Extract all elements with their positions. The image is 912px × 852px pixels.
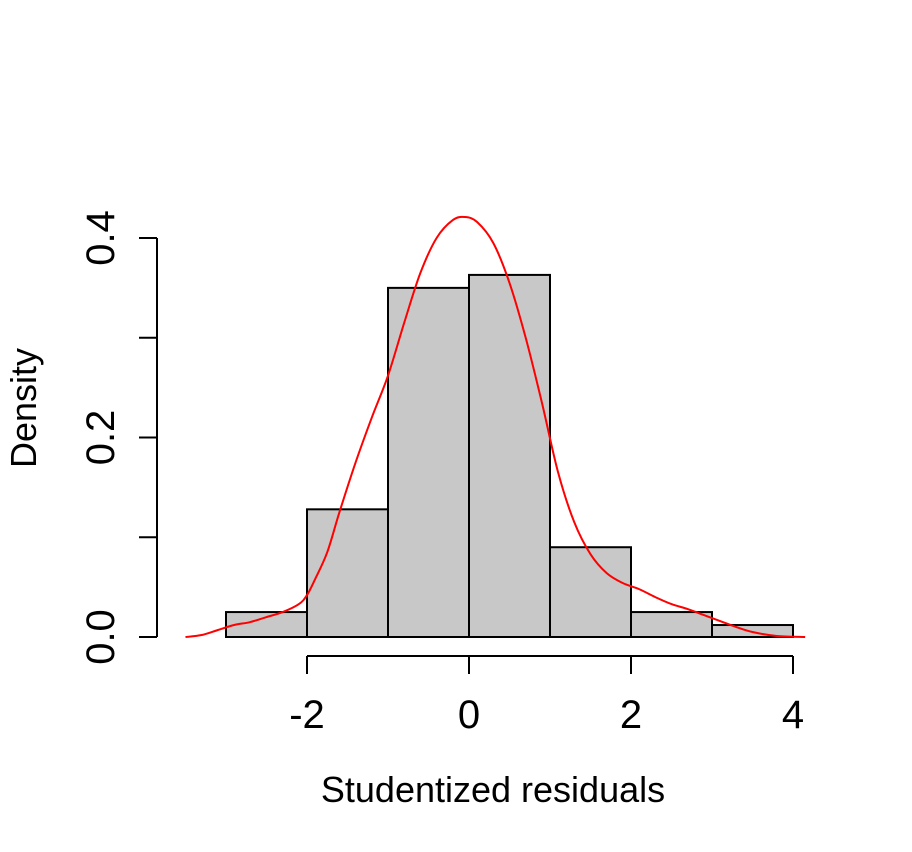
x-axis-title: Studentized residuals [321,769,665,810]
x-tick-label-3: 4 [782,693,804,737]
y-axis: 0.0 0.2 0.4 [79,210,158,665]
y-axis-title: Density [3,348,44,468]
density-curve-layer [185,215,806,638]
y-tick-label-0: 0.0 [79,609,123,665]
histogram-bar-3 [387,286,470,638]
histogram-bar-4 [468,273,551,638]
histogram-bars [225,273,794,639]
y-tick-label-2: 0.2 [79,410,123,466]
density-curve [185,215,806,638]
y-tick-label-4: 0.4 [79,210,123,266]
x-tick-label-2: 2 [620,693,642,737]
x-tick-label-1: 0 [458,693,480,737]
histogram-bar-5 [549,546,632,638]
histogram-bar-6 [630,611,713,638]
x-tick-label-0: -2 [289,693,325,737]
x-axis: -2 0 2 4 [289,655,804,737]
histogram-bar-2 [306,508,389,639]
